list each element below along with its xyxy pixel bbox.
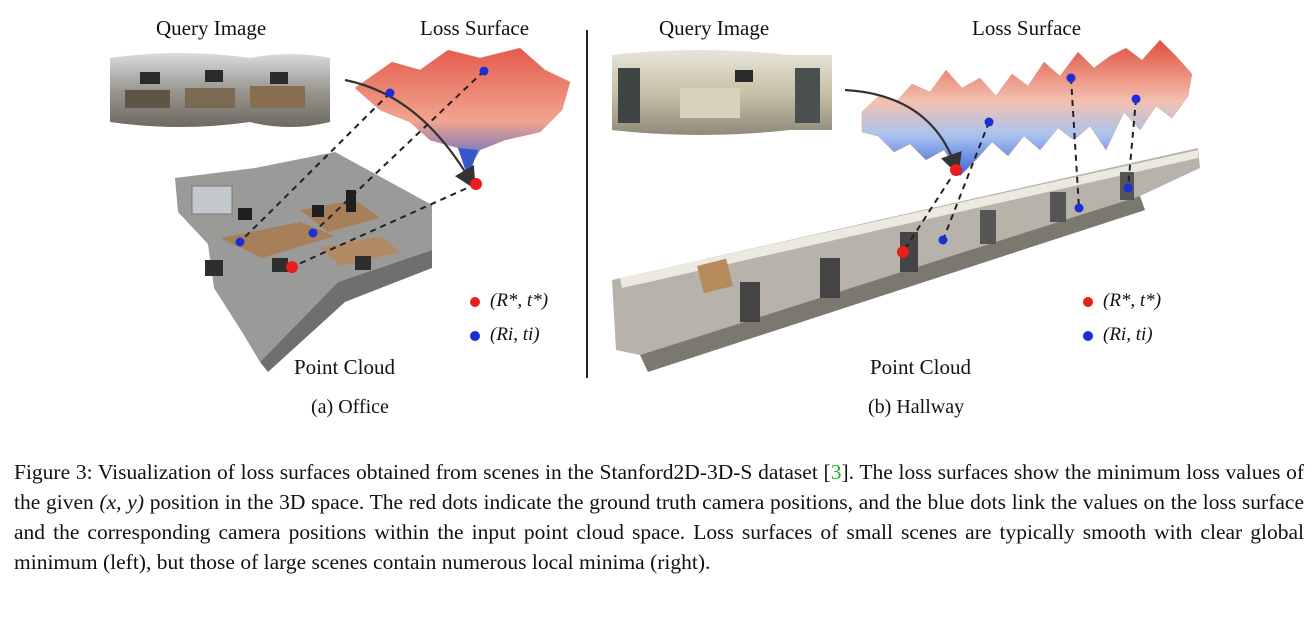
cloud-point-blue-2 [1074,203,1084,213]
subcaption-office: (a) Office [311,396,389,418]
loss-point-blue-1 [385,88,395,98]
point-cloud-label-office: Point Cloud [294,355,395,379]
subcaption-hallway: (b) Hallway [868,396,965,418]
legend-label-sample: (Ri, ti) [490,324,540,345]
legend-office-gt: (R*, t*) [470,290,548,312]
cloud-point-red [897,246,909,258]
loss-point-blue-2 [479,66,489,76]
loss-point-red [950,164,962,176]
legend-hallway-sample: (Ri, ti) [1083,324,1153,346]
legend-label-gt: (R*, t*) [490,290,549,311]
arrow-office [344,78,476,190]
legend-label-sample: (Ri, ti) [1103,324,1153,345]
dashed-links-hallway [902,77,1137,253]
cloud-point-blue-2 [308,228,318,238]
cloud-point-blue-1 [235,237,245,247]
cloud-point-red [286,261,298,273]
point-cloud-label-hallway: Point Cloud [870,355,971,379]
panel-office [110,47,571,372]
caption-rest: position in the 3D space. The red dots i… [14,490,1304,574]
query-image-label-office: Query Image [156,16,267,40]
cloud-point-blue-3 [1123,183,1133,193]
legend-office-sample: (Ri, ti) [470,324,540,346]
legend-dot-blue [470,330,480,341]
loss-surface-label-hallway: Loss Surface [972,16,1082,40]
panel-divider [586,30,588,378]
caption-math: (x, y) [99,490,144,514]
loss-surface-office [354,47,571,178]
loss-point-red [470,178,482,190]
loss-point-blue-3 [1131,94,1141,104]
figure-caption: Figure 3: Visualization of loss surfaces… [14,457,1304,577]
loss-point-blue-1 [984,117,994,127]
cloud-point-blue-1 [938,235,948,245]
dashed-links-office [239,70,485,268]
legend-dot-blue [1083,330,1093,341]
query-image-label-hallway: Query Image [659,16,770,40]
legend-label-gt: (R*, t*) [1103,290,1162,311]
query-image-office [110,53,330,127]
caption-after-ref: ]. The loss surfaces show the minimum lo… [14,460,1305,514]
point-cloud-office [175,152,432,372]
panel-hallway [612,39,1200,372]
legend-dot-red [1083,296,1093,307]
arrow-hallway [844,88,962,176]
loss-surface-label-office: Loss Surface [420,16,530,40]
query-image-hallway [612,50,832,135]
legend-hallway-gt: (R*, t*) [1083,290,1161,312]
citation-link[interactable]: 3 [830,460,842,484]
loss-point-blue-2 [1066,73,1076,83]
legend-dot-red [470,296,480,307]
caption-prefix: Figure 3: Visualization of loss surfaces… [14,460,831,484]
figure-graphics [110,39,1200,372]
